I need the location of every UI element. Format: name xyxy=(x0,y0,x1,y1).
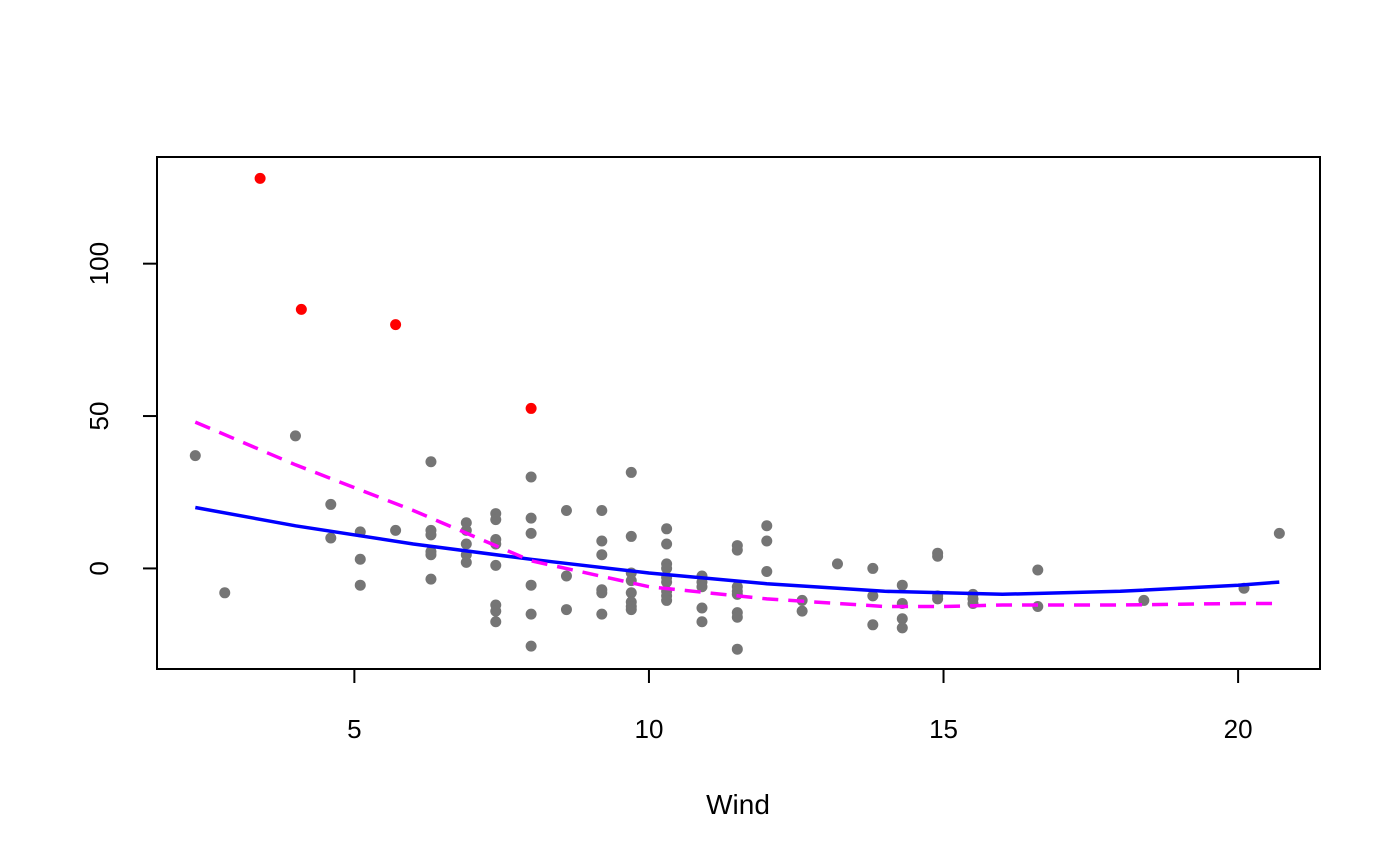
data-point xyxy=(867,619,879,631)
x-axis: 5 10 15 20 xyxy=(347,668,1253,744)
x-axis-title: Wind xyxy=(706,789,770,820)
data-point xyxy=(560,505,572,517)
data-point xyxy=(560,604,572,616)
data-point xyxy=(354,553,366,565)
data-point xyxy=(932,550,944,562)
data-point xyxy=(896,622,908,634)
data-point xyxy=(596,608,608,620)
data-point xyxy=(625,466,637,478)
data-point xyxy=(490,605,502,617)
data-point xyxy=(289,430,301,442)
data-point xyxy=(460,517,472,529)
data-point xyxy=(596,505,608,517)
data-point xyxy=(932,593,944,605)
y-tick-label: 100 xyxy=(84,242,114,285)
data-point xyxy=(661,576,673,588)
x-tick-label: 10 xyxy=(634,714,663,744)
data-point xyxy=(661,594,673,606)
data-points xyxy=(189,430,1285,655)
data-point xyxy=(354,579,366,591)
data-point xyxy=(525,471,537,483)
data-point xyxy=(425,529,437,541)
y-tick-label: 50 xyxy=(84,402,114,431)
data-point xyxy=(189,450,201,462)
data-point xyxy=(596,587,608,599)
data-point xyxy=(661,523,673,535)
fit-lines xyxy=(194,420,1280,609)
data-point xyxy=(661,538,673,550)
data-point xyxy=(1273,527,1285,539)
data-point xyxy=(696,581,708,593)
y-axis: 0 50 100 xyxy=(84,242,158,576)
x-tick-label: 15 xyxy=(929,714,958,744)
data-point xyxy=(761,565,773,577)
y-tick-label: 0 xyxy=(84,561,114,575)
fit-line-solid xyxy=(194,505,1280,597)
data-point xyxy=(525,527,537,539)
data-point xyxy=(831,558,843,570)
data-point xyxy=(896,579,908,591)
x-tick-label: 20 xyxy=(1224,714,1253,744)
data-point xyxy=(490,514,502,526)
data-point xyxy=(325,532,337,544)
data-point xyxy=(625,604,637,616)
data-point xyxy=(761,535,773,547)
highlighted-point xyxy=(390,319,402,331)
data-point xyxy=(696,616,708,628)
data-point xyxy=(596,535,608,547)
data-point xyxy=(731,544,743,556)
data-point xyxy=(490,559,502,571)
data-point xyxy=(696,602,708,614)
highlighted-point xyxy=(525,402,537,414)
data-point xyxy=(425,549,437,561)
data-point xyxy=(490,616,502,628)
data-point xyxy=(325,498,337,510)
highlighted-points xyxy=(254,172,537,414)
data-point xyxy=(425,573,437,585)
data-point xyxy=(731,611,743,623)
fit-line-dashed xyxy=(194,420,1280,609)
data-point xyxy=(525,640,537,652)
data-point xyxy=(761,520,773,532)
data-point xyxy=(460,556,472,568)
data-point xyxy=(525,512,537,524)
data-point xyxy=(731,643,743,655)
x-tick-label: 5 xyxy=(347,714,361,744)
data-point xyxy=(219,587,231,599)
data-point xyxy=(625,587,637,599)
data-point xyxy=(625,530,637,542)
data-point xyxy=(390,524,402,536)
data-point xyxy=(1032,564,1044,576)
data-point xyxy=(425,456,437,468)
data-point xyxy=(525,579,537,591)
data-point xyxy=(560,570,572,582)
data-point xyxy=(596,549,608,561)
data-point xyxy=(867,562,879,574)
highlighted-point xyxy=(254,172,266,184)
data-point xyxy=(460,538,472,550)
data-point xyxy=(896,613,908,625)
data-point xyxy=(525,608,537,620)
data-point xyxy=(661,562,673,574)
highlighted-point xyxy=(295,303,307,315)
data-point xyxy=(867,590,879,602)
data-point xyxy=(796,605,808,617)
